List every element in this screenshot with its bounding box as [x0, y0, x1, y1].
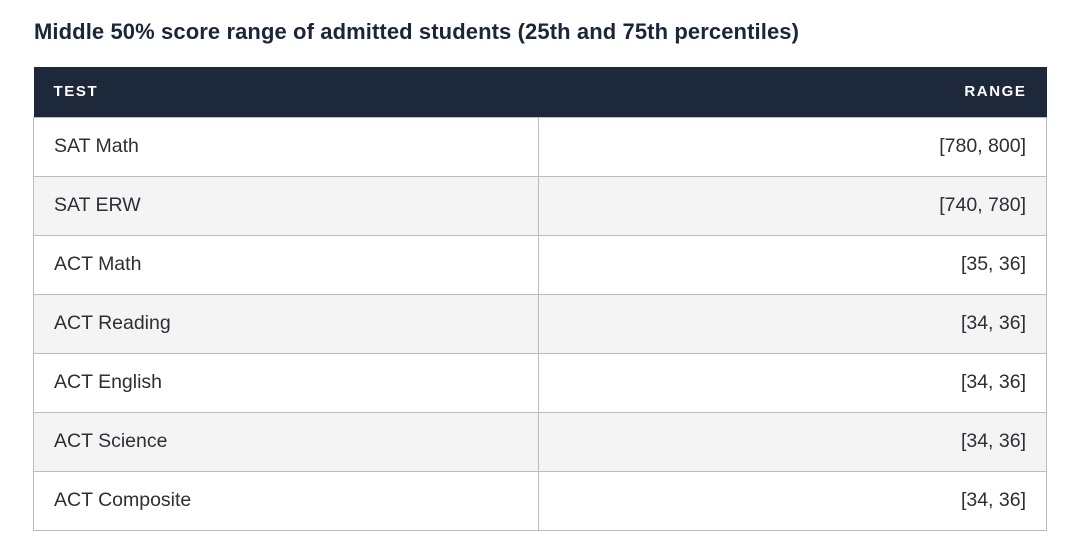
range-cell: [740, 780] [538, 175, 1047, 236]
table-row: ACT Composite [34, 36] [33, 470, 1047, 531]
test-name-cell: SAT ERW [33, 175, 539, 236]
range-cell: [34, 36] [538, 293, 1047, 354]
test-name-cell: ACT Composite [33, 470, 539, 531]
range-cell: [35, 36] [538, 234, 1047, 295]
range-cell: [34, 36] [538, 352, 1047, 413]
table-row: ACT English [34, 36] [33, 352, 1047, 413]
page-title: Middle 50% score range of admitted stude… [34, 19, 800, 44]
test-name-cell: ACT Science [33, 411, 539, 472]
column-header-test: TEST [53, 83, 99, 101]
score-range-table: TEST RANGE SAT Math [780, 800] SAT ERW [… [33, 67, 1047, 531]
range-cell: [780, 800] [538, 116, 1047, 177]
table-row: ACT Math [35, 36] [33, 234, 1047, 295]
table-header: TEST RANGE [33, 67, 1047, 117]
test-name-cell: SAT Math [33, 116, 539, 177]
column-header-range: RANGE [964, 83, 1027, 101]
table-row: SAT Math [780, 800] [33, 116, 1047, 177]
table-header-row: TEST RANGE [33, 67, 1047, 117]
table-row: SAT ERW [740, 780] [33, 175, 1047, 236]
range-cell: [34, 36] [538, 470, 1047, 531]
test-name-cell: ACT Reading [33, 293, 539, 354]
table-row: ACT Reading [34, 36] [33, 293, 1047, 354]
table-row: ACT Science [34, 36] [33, 411, 1047, 472]
table-body: SAT Math [780, 800] SAT ERW [740, 780] A… [33, 116, 1047, 531]
test-name-cell: ACT English [33, 352, 539, 413]
range-cell: [34, 36] [538, 411, 1047, 472]
test-name-cell: ACT Math [33, 234, 539, 295]
